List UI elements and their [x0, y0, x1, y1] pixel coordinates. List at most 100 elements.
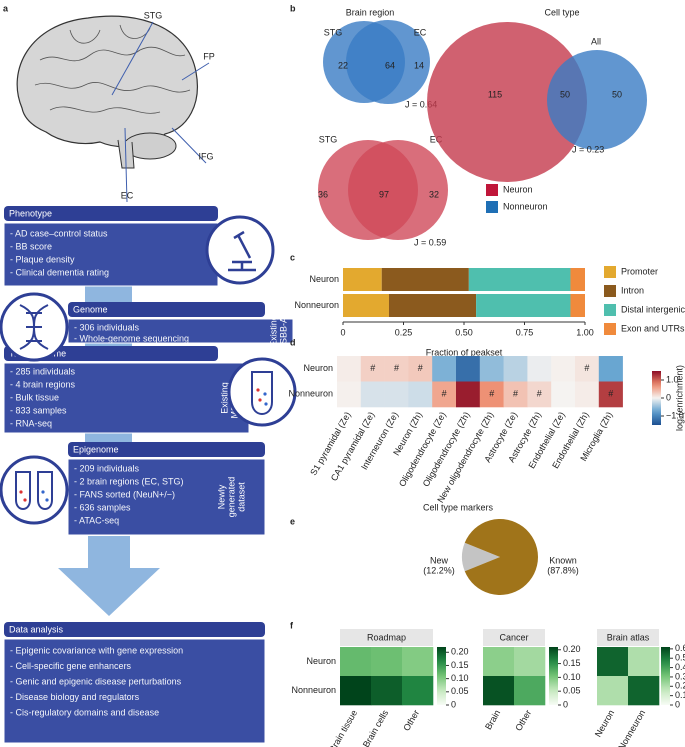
- colorbar-tick-label: 0.15: [563, 658, 581, 668]
- y-tick-label: Neuron: [309, 274, 339, 284]
- box-item: - 833 samples: [10, 405, 67, 415]
- pie-label: New: [430, 555, 449, 565]
- box-header: [68, 442, 265, 457]
- heat-cell: [402, 676, 434, 706]
- colorbar-tick-label: 0.1: [675, 690, 685, 700]
- colorbar: [652, 371, 661, 425]
- box-title: Phenotype: [9, 208, 52, 218]
- heat-cell: [628, 647, 660, 677]
- heat-cell: [456, 356, 481, 382]
- heat-cell: [628, 676, 660, 706]
- icon-circle: [227, 357, 297, 427]
- box-item: - AD case–control status: [10, 228, 108, 238]
- heat-cell: [371, 676, 403, 706]
- box-item: - Cell-specific gene enhancers: [10, 661, 132, 671]
- tubes-icon: [15, 471, 53, 510]
- facet-strip: [483, 629, 545, 646]
- venn-circle: [547, 50, 647, 150]
- dot: [264, 402, 268, 406]
- panel-label: a: [3, 3, 9, 13]
- heat-cell: [337, 381, 362, 408]
- colorbar-tick-label: 0.05: [451, 686, 469, 696]
- colorbar-tick-label: 0: [563, 699, 568, 709]
- box-header: [4, 206, 218, 221]
- facet-title: Roadmap: [367, 632, 406, 642]
- dot: [19, 490, 23, 494]
- box-body: [67, 458, 266, 536]
- bar-segment: [570, 294, 585, 317]
- column-label: Brain tissue: [327, 708, 359, 747]
- box-item: - Clinical dementia rating: [10, 267, 109, 277]
- venn-set-label: All: [591, 36, 601, 46]
- heat-cell: [598, 381, 623, 408]
- boxes: Phenotype - AD case–control status - BB sc…: [3, 206, 294, 744]
- heat-cell: [514, 647, 546, 677]
- box-item: - Whole-genome sequencing: [74, 333, 189, 343]
- colorbar-tick-label: 0.10: [451, 673, 469, 683]
- box-side-note: dataset: [236, 482, 246, 512]
- heat-cell: [402, 647, 434, 677]
- heat-cell: [340, 647, 372, 677]
- legend-swatch: [486, 184, 498, 196]
- pointer-line: [111, 21, 154, 96]
- heat-cell: [384, 381, 409, 408]
- colorbar-tick-label: 0.10: [563, 672, 581, 682]
- box-header: [4, 622, 265, 637]
- column-label: Other: [513, 708, 533, 732]
- x-tick-label: 1.00: [576, 327, 594, 337]
- bar-segment: [570, 268, 585, 291]
- box-header: [68, 302, 265, 317]
- box-side-note: Newly: [216, 484, 226, 509]
- colorbar-tick-label: 0: [451, 699, 456, 709]
- venn-circle: [348, 140, 448, 240]
- jaccard-index: J = 0.64: [405, 99, 437, 109]
- panel-label: c: [290, 252, 295, 262]
- venn-set-label: STG: [324, 27, 343, 37]
- box-item: - 285 individuals: [10, 366, 76, 376]
- box-item: - 209 individuals: [74, 463, 140, 473]
- cell-annotation: #: [608, 389, 613, 399]
- heat-cell: [597, 647, 629, 677]
- venn-count: 115: [488, 89, 502, 99]
- column-label: Brain cells: [361, 708, 391, 747]
- colorbar-tick-label: 0.2: [675, 681, 685, 691]
- legend-label: Intron: [621, 285, 644, 295]
- pie-slice: [464, 519, 538, 595]
- column-label: CA1 pyramidal (Ze): [329, 410, 377, 483]
- facet-strip: [340, 629, 433, 646]
- cell-annotation: #: [584, 363, 589, 373]
- brain-region-label: EC: [121, 190, 134, 200]
- flow-connectors: [58, 286, 160, 616]
- dot: [258, 398, 262, 402]
- heat-cell: [503, 356, 528, 382]
- icons: [0, 215, 297, 525]
- legend-swatch: [604, 285, 616, 297]
- venn-count: 14: [414, 60, 424, 70]
- colorbar-tick-label: 0.15: [451, 660, 469, 670]
- box-item: - 4 brain regions: [10, 379, 76, 389]
- box-item: - Epigenic covariance with gene expressi…: [10, 645, 183, 655]
- brain-region-label: IFG: [199, 151, 214, 161]
- cell-annotation: #: [370, 363, 375, 373]
- heat-cell: [598, 356, 623, 382]
- venn-count: 97: [379, 189, 389, 199]
- colorbar-label: log₂(enrichment): [674, 365, 684, 431]
- pie-slice: [462, 542, 500, 572]
- heat-cell: [514, 676, 546, 706]
- connector: [85, 286, 132, 303]
- connector: [85, 343, 132, 347]
- venn-title: Brain region: [346, 7, 395, 17]
- dot: [263, 392, 267, 396]
- legend-label: Distal intergenic: [621, 304, 685, 314]
- box-item: - Bulk tissue: [10, 392, 59, 402]
- heat-cell: [479, 381, 504, 408]
- bar-segment: [468, 268, 571, 291]
- box-item: - RNA-seq: [10, 418, 52, 428]
- x-axis-label: Cell type markers: [423, 502, 494, 512]
- bar-segment: [381, 268, 469, 291]
- colorbar: [437, 647, 446, 705]
- colorbar-tick-label: −1.0: [666, 410, 684, 420]
- box-side-note: generated: [226, 477, 236, 518]
- x-tick-label: 0.50: [455, 327, 473, 337]
